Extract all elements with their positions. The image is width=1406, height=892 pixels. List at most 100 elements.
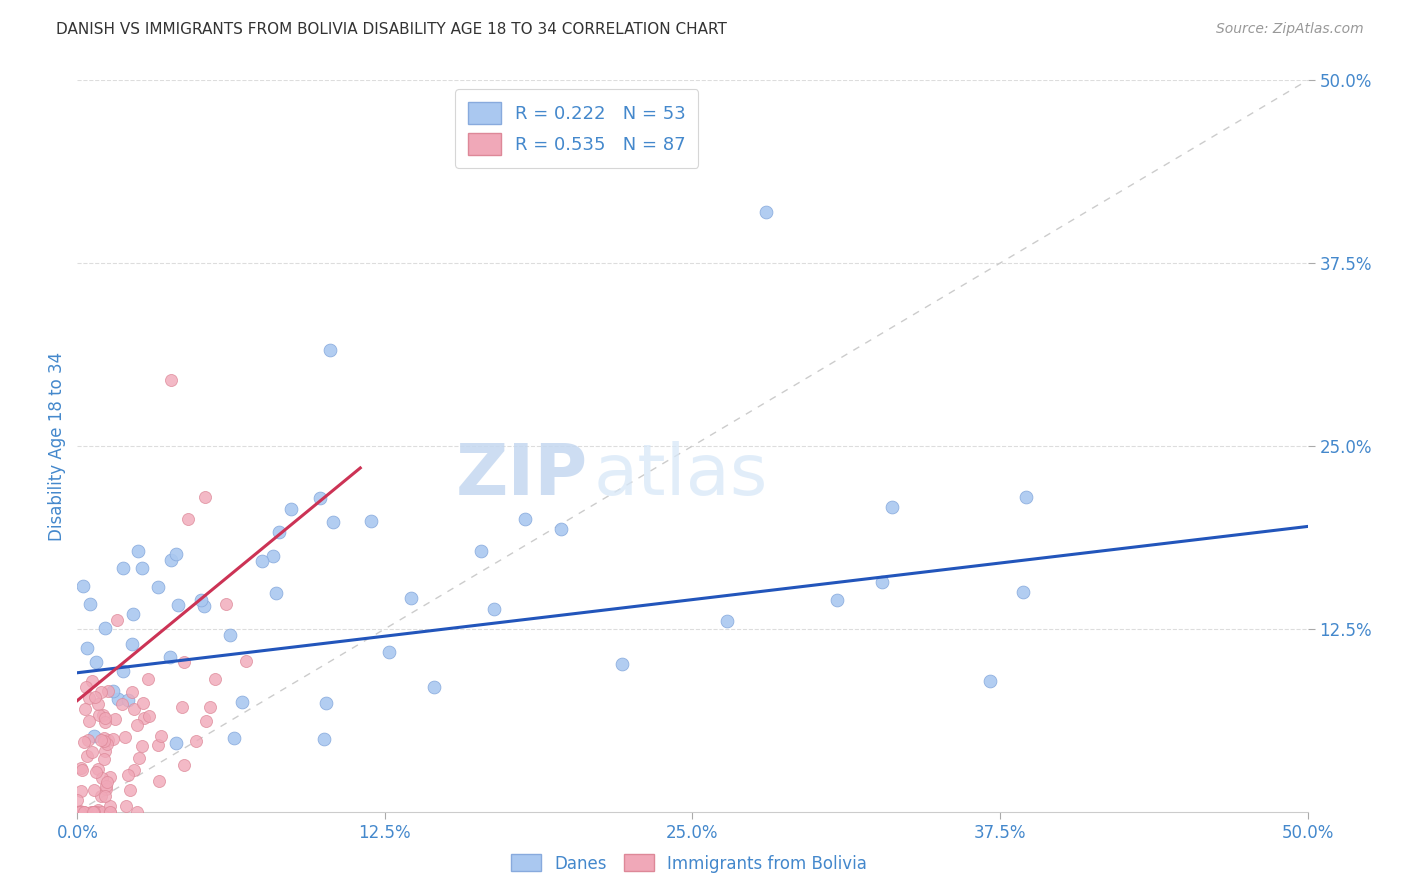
Point <box>67 805 90 819</box>
Point <box>360 514 382 528</box>
Point <box>98 805 121 819</box>
Point <box>94 782 117 797</box>
Point <box>755 205 778 219</box>
Point <box>1014 491 1036 505</box>
Point <box>94 744 117 758</box>
Point <box>120 783 142 797</box>
Point <box>198 700 221 714</box>
Point <box>172 699 194 714</box>
Point <box>252 554 274 568</box>
Point <box>219 628 242 642</box>
Point <box>73 735 96 749</box>
Point <box>66 793 89 807</box>
Point <box>83 783 105 797</box>
Point <box>94 779 117 793</box>
Point <box>96 737 118 751</box>
Point <box>105 613 128 627</box>
Point <box>104 712 127 726</box>
Point <box>93 711 115 725</box>
Point <box>235 654 257 668</box>
Point <box>117 768 139 782</box>
Point <box>87 762 110 776</box>
Point <box>132 696 155 710</box>
Point <box>399 591 422 606</box>
Point <box>610 657 633 671</box>
Point <box>470 544 492 558</box>
Point <box>101 732 124 747</box>
Point <box>194 490 217 504</box>
Point <box>73 805 96 819</box>
Point <box>76 748 98 763</box>
Point <box>122 702 145 716</box>
Point <box>91 708 114 723</box>
Point <box>80 746 103 760</box>
Point <box>97 732 120 747</box>
Point <box>69 784 91 798</box>
Point <box>315 697 337 711</box>
Point <box>117 693 139 707</box>
Point <box>101 684 124 698</box>
Point <box>94 621 117 635</box>
Point <box>193 599 215 613</box>
Point <box>173 656 195 670</box>
Point <box>94 789 117 803</box>
Point <box>280 502 302 516</box>
Point <box>75 680 97 694</box>
Point <box>69 805 91 819</box>
Point <box>98 805 121 819</box>
Point <box>97 684 120 698</box>
Point <box>84 655 107 669</box>
Point <box>127 718 149 732</box>
Point <box>93 731 115 745</box>
Point <box>148 580 170 594</box>
Point <box>93 734 115 748</box>
Point <box>90 733 112 747</box>
Point <box>87 697 110 711</box>
Point <box>77 714 100 729</box>
Point <box>69 804 91 818</box>
Point <box>72 578 94 592</box>
Point <box>979 673 1001 688</box>
Y-axis label: Disability Age 18 to 34: Disability Age 18 to 34 <box>48 351 66 541</box>
Point <box>93 715 115 730</box>
Point <box>98 799 121 814</box>
Point <box>378 645 401 659</box>
Point <box>86 805 108 819</box>
Point <box>96 774 118 789</box>
Point <box>127 805 149 819</box>
Point <box>149 729 172 743</box>
Legend: Danes, Immigrants from Bolivia: Danes, Immigrants from Bolivia <box>505 847 873 880</box>
Point <box>83 690 105 704</box>
Point <box>83 805 105 819</box>
Point <box>86 803 108 817</box>
Point <box>90 789 112 804</box>
Point <box>70 761 93 775</box>
Point <box>134 711 156 725</box>
Point <box>112 664 135 678</box>
Point <box>160 373 183 387</box>
Point <box>160 553 183 567</box>
Point <box>72 805 94 819</box>
Point <box>91 771 114 785</box>
Point <box>76 640 98 655</box>
Point <box>190 593 212 607</box>
Point <box>314 732 336 747</box>
Point <box>309 491 332 505</box>
Point <box>148 773 170 788</box>
Point <box>870 574 893 589</box>
Point <box>75 702 97 716</box>
Point <box>111 698 134 712</box>
Point <box>80 805 103 819</box>
Point <box>90 805 112 819</box>
Point <box>128 751 150 765</box>
Point <box>215 598 238 612</box>
Point <box>165 547 187 561</box>
Point <box>146 738 169 752</box>
Point <box>84 765 107 780</box>
Point <box>93 752 115 766</box>
Point <box>264 586 287 600</box>
Point <box>77 733 100 747</box>
Point <box>82 805 104 819</box>
Point <box>482 602 505 616</box>
Point <box>880 500 903 514</box>
